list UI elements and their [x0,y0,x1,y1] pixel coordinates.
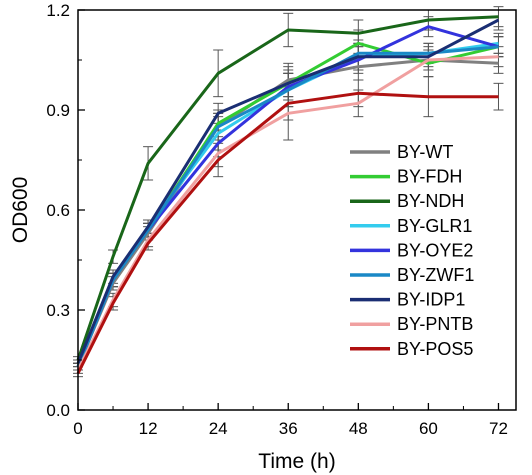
series-lines [76,15,500,374]
y-axis-title: OD600 [9,177,32,244]
y-tick-label: 0.6 [46,201,70,220]
y-tick-label: 0.3 [46,301,70,320]
series-line-by-ndh [76,15,499,361]
legend-label: BY-ZWF1 [397,265,474,285]
x-tick-label: 24 [209,419,228,438]
x-tick-label: 48 [349,419,368,438]
x-tick-label: 72 [489,419,508,438]
legend-label: BY-GLR1 [397,216,472,236]
y-tick-label: 0.0 [46,401,70,420]
legend-label: BY-POS5 [397,339,473,359]
series-line-by-zwf1 [76,45,499,368]
y-tick-label: 0.9 [46,101,70,120]
x-axis-title: Time (h) [258,450,335,473]
legend-label: BY-IDP1 [397,290,465,310]
y-tick-label: 1.2 [46,1,70,20]
legend: BY-WT BY-FDH BY-NDH BY-GLR1 BY-OYE2 BY-ZWF1 BY… [350,142,474,359]
legend-label: BY-WT [397,142,453,162]
x-tick-label: 60 [419,419,438,438]
x-axis: 0 12 24 36 48 60 72 [73,403,508,438]
x-tick-label: 0 [73,419,82,438]
legend-label: BY-OYE2 [397,240,473,260]
series-line-by-pos5 [76,91,499,374]
series-line-by-idp1 [76,18,500,364]
legend-label: BY-PNTB [397,314,473,334]
y-axis: 0.0 0.3 0.6 0.9 1.2 [46,1,85,420]
legend-label: BY-NDH [397,191,464,211]
x-tick-label: 36 [279,419,298,438]
legend-label: BY-FDH [397,167,462,187]
x-tick-label: 12 [139,419,158,438]
